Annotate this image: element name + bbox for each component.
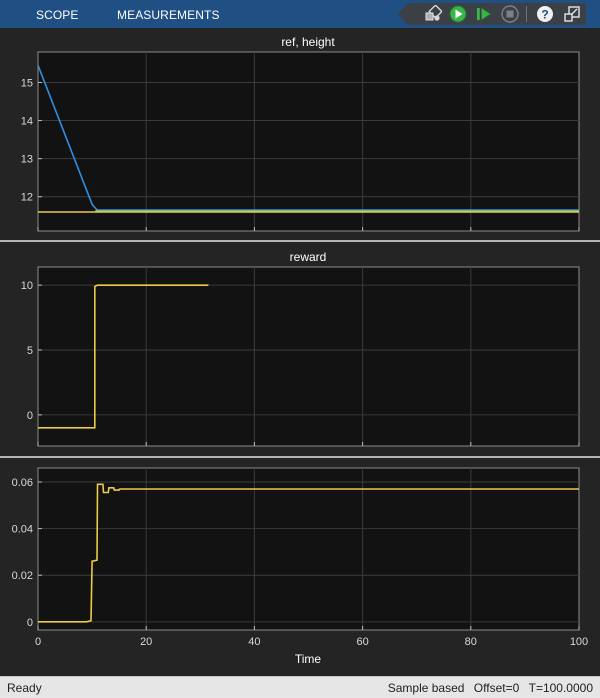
status-bar: Ready Sample based Offset=0 T=100.0000 bbox=[0, 676, 600, 698]
stop-icon[interactable] bbox=[501, 5, 519, 23]
x-tick-label: 40 bbox=[248, 636, 260, 648]
status-text: Ready bbox=[7, 681, 42, 695]
highlight-simulink-block-icon[interactable] bbox=[424, 5, 442, 23]
x-tick-label: 80 bbox=[465, 636, 477, 648]
x-tick-label: 0 bbox=[35, 636, 41, 648]
toolstrip-bar: SCOPE MEASUREMENTS ? bbox=[0, 0, 600, 28]
status-right: Sample based Offset=0 T=100.0000 bbox=[382, 681, 593, 695]
run-icon[interactable] bbox=[449, 5, 467, 23]
y-tick-label: 5 bbox=[27, 345, 33, 357]
axes-title-reward: reward bbox=[290, 250, 327, 264]
y-tick-label: 0.06 bbox=[12, 477, 33, 489]
panel-divider[interactable] bbox=[0, 456, 600, 458]
offset-readout: Offset=0 bbox=[473, 681, 520, 695]
y-tick-label: 0 bbox=[27, 410, 33, 422]
time-readout: T=100.0000 bbox=[528, 681, 593, 695]
axes-background bbox=[37, 51, 580, 232]
undock-icon[interactable] bbox=[563, 5, 581, 23]
y-tick-label: 0.02 bbox=[12, 570, 33, 582]
series-line-1 bbox=[38, 284, 209, 429]
y-tick-label: 0 bbox=[27, 617, 33, 629]
axes-third[interactable]: Time 0 20 40 60 80 100 0 0.02 0.04 0.06 bbox=[12, 467, 589, 666]
x-tick-label: 60 bbox=[356, 636, 368, 648]
scope-plot-area: ref, height 12 13 14 15 reward 0 5 10 Time 0 2… bbox=[0, 28, 600, 676]
axes-reward[interactable]: reward 0 5 10 bbox=[21, 250, 580, 447]
tab-measurements[interactable]: MEASUREMENTS bbox=[117, 8, 220, 22]
help-icon[interactable]: ? bbox=[536, 5, 554, 23]
sample-mode: Sample based bbox=[387, 681, 465, 695]
series-line-1 bbox=[38, 483, 579, 623]
quick-access-toolbar: ? bbox=[398, 3, 586, 25]
axes-background bbox=[37, 467, 580, 631]
y-tick-label: 13 bbox=[21, 154, 33, 166]
step-forward-icon[interactable] bbox=[475, 5, 493, 23]
x-tick-label: 100 bbox=[570, 636, 588, 648]
y-tick-label: 10 bbox=[21, 280, 33, 292]
svg-text:?: ? bbox=[541, 8, 548, 22]
tab-scope[interactable]: SCOPE bbox=[36, 8, 79, 22]
x-tick-label: 20 bbox=[140, 636, 152, 648]
y-tick-label: 12 bbox=[21, 192, 33, 204]
axes-ref-height[interactable]: ref, height 12 13 14 15 bbox=[21, 35, 580, 232]
y-tick-label: 15 bbox=[21, 77, 33, 89]
x-axis-label-time: Time bbox=[295, 652, 322, 666]
toolbar-separator bbox=[526, 6, 527, 22]
axes-title-ref-height: ref, height bbox=[281, 35, 335, 49]
y-tick-label: 0.04 bbox=[12, 524, 33, 536]
y-tick-label: 14 bbox=[21, 116, 33, 128]
scope-axes-container: ref, height 12 13 14 15 reward 0 5 10 Time 0 2… bbox=[0, 35, 600, 666]
axes-background bbox=[37, 266, 580, 447]
panel-divider[interactable] bbox=[0, 240, 600, 242]
